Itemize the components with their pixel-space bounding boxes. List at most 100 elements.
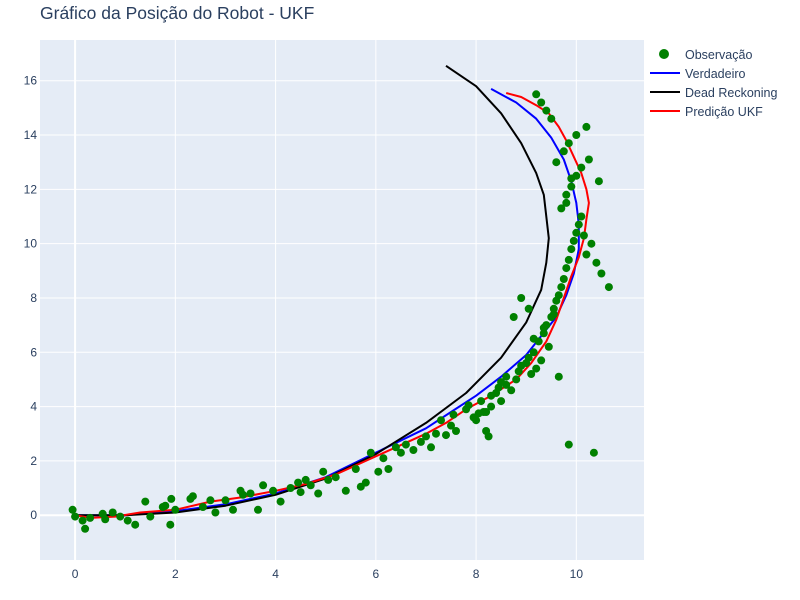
observation-point	[542, 106, 551, 115]
scatter-points	[68, 90, 613, 533]
observation-point	[254, 505, 262, 514]
observation-point	[86, 513, 95, 522]
y-tick-label: 6	[30, 345, 37, 359]
observation-point	[171, 505, 180, 514]
observation-point	[379, 454, 388, 463]
observation-point	[131, 520, 140, 529]
observation-point	[146, 512, 155, 521]
observation-point	[296, 488, 305, 497]
observation-point	[81, 524, 90, 533]
observation-point	[324, 475, 333, 484]
observation-point	[161, 501, 170, 510]
chart-title: Gráfico da Posição do Robot - UKF	[40, 3, 315, 23]
observation-point	[547, 114, 556, 123]
observation-point	[211, 508, 220, 517]
legend-line-icon	[650, 83, 680, 102]
observation-point	[527, 370, 536, 378]
grid-lines	[40, 40, 644, 560]
y-tick-label: 2	[30, 454, 37, 468]
observation-point	[537, 356, 546, 365]
observation-point	[544, 342, 553, 351]
observation-point	[206, 496, 215, 505]
observation-point	[507, 386, 516, 395]
legend-label: Dead Reckoning	[685, 85, 778, 100]
observation-point	[108, 508, 117, 517]
x-tick-label: 6	[372, 567, 379, 581]
observation-point	[409, 446, 418, 454]
series-line-dead-reckoning	[75, 64, 550, 517]
observation-point	[221, 496, 230, 505]
legend-item-observacao[interactable]: Observação	[650, 45, 777, 64]
observation-point	[589, 448, 598, 457]
observation-point	[166, 520, 175, 529]
legend-label: Observação	[685, 47, 753, 62]
observation-point	[141, 497, 150, 506]
observation-point	[319, 467, 328, 476]
observation-point	[401, 440, 410, 449]
y-tick-label: 8	[30, 291, 37, 305]
legend-item-predicao-ukf[interactable]: Predição UKF	[650, 102, 777, 121]
observation-point	[239, 490, 247, 499]
observation-point	[294, 478, 303, 487]
observation-point	[374, 467, 383, 476]
observation-point	[604, 283, 613, 292]
observation-point	[572, 228, 581, 237]
observation-point	[562, 190, 571, 199]
observation-point	[246, 489, 255, 498]
observation-point	[472, 416, 481, 425]
observation-point	[529, 348, 538, 357]
y-tick-label: 4	[30, 400, 37, 414]
observation-point	[554, 291, 563, 300]
observation-point	[396, 448, 405, 457]
observation-point	[229, 505, 237, 514]
observation-point	[509, 313, 518, 321]
observation-point	[101, 515, 110, 524]
observation-point	[577, 163, 586, 172]
y-tick-label: 0	[30, 508, 37, 522]
observation-point	[549, 310, 558, 319]
legend-item-verdadeiro[interactable]: Verdadeiro	[650, 64, 777, 83]
observation-point	[447, 421, 455, 430]
legend-line-icon	[650, 64, 680, 83]
observation-point	[259, 481, 268, 490]
observation-point	[477, 397, 486, 406]
observation-point	[572, 131, 581, 139]
observation-point	[524, 304, 533, 313]
observation-point	[564, 440, 573, 449]
observation-point	[391, 443, 400, 452]
observation-point	[314, 489, 323, 498]
x-tick-label: 2	[172, 567, 179, 581]
observation-point	[532, 90, 541, 99]
y-tick-label: 14	[24, 128, 38, 142]
observation-point	[351, 465, 360, 473]
observation-point	[366, 448, 375, 457]
observation-point	[384, 465, 393, 473]
observation-point	[529, 334, 538, 343]
x-tick-label: 4	[272, 567, 279, 581]
observation-point	[71, 512, 80, 521]
legend-item-dead-reckoning[interactable]: Dead Reckoning	[650, 83, 777, 102]
observation-point	[188, 492, 197, 501]
observation-point	[437, 416, 445, 425]
legend-label: Predição UKF	[685, 104, 763, 119]
observation-point	[432, 429, 440, 438]
observation-point	[557, 204, 566, 213]
observation-point	[512, 375, 521, 384]
observation-point	[269, 486, 278, 495]
x-tick-label: 8	[473, 567, 480, 581]
observation-point	[524, 353, 533, 362]
observation-point	[564, 255, 573, 264]
observation-point	[517, 294, 526, 302]
observation-point	[532, 364, 541, 373]
observation-point	[416, 437, 425, 446]
observation-point	[479, 408, 488, 416]
observation-point	[502, 380, 511, 389]
observation-point	[562, 264, 571, 273]
tick-labels: 0 2 4 6 8 10 0 2 4 6 8 10 12 14 16	[24, 74, 584, 581]
observation-point	[562, 198, 571, 207]
observation-point	[574, 220, 583, 229]
observation-point	[116, 512, 125, 521]
observation-point	[582, 122, 591, 131]
observation-point	[276, 497, 285, 506]
